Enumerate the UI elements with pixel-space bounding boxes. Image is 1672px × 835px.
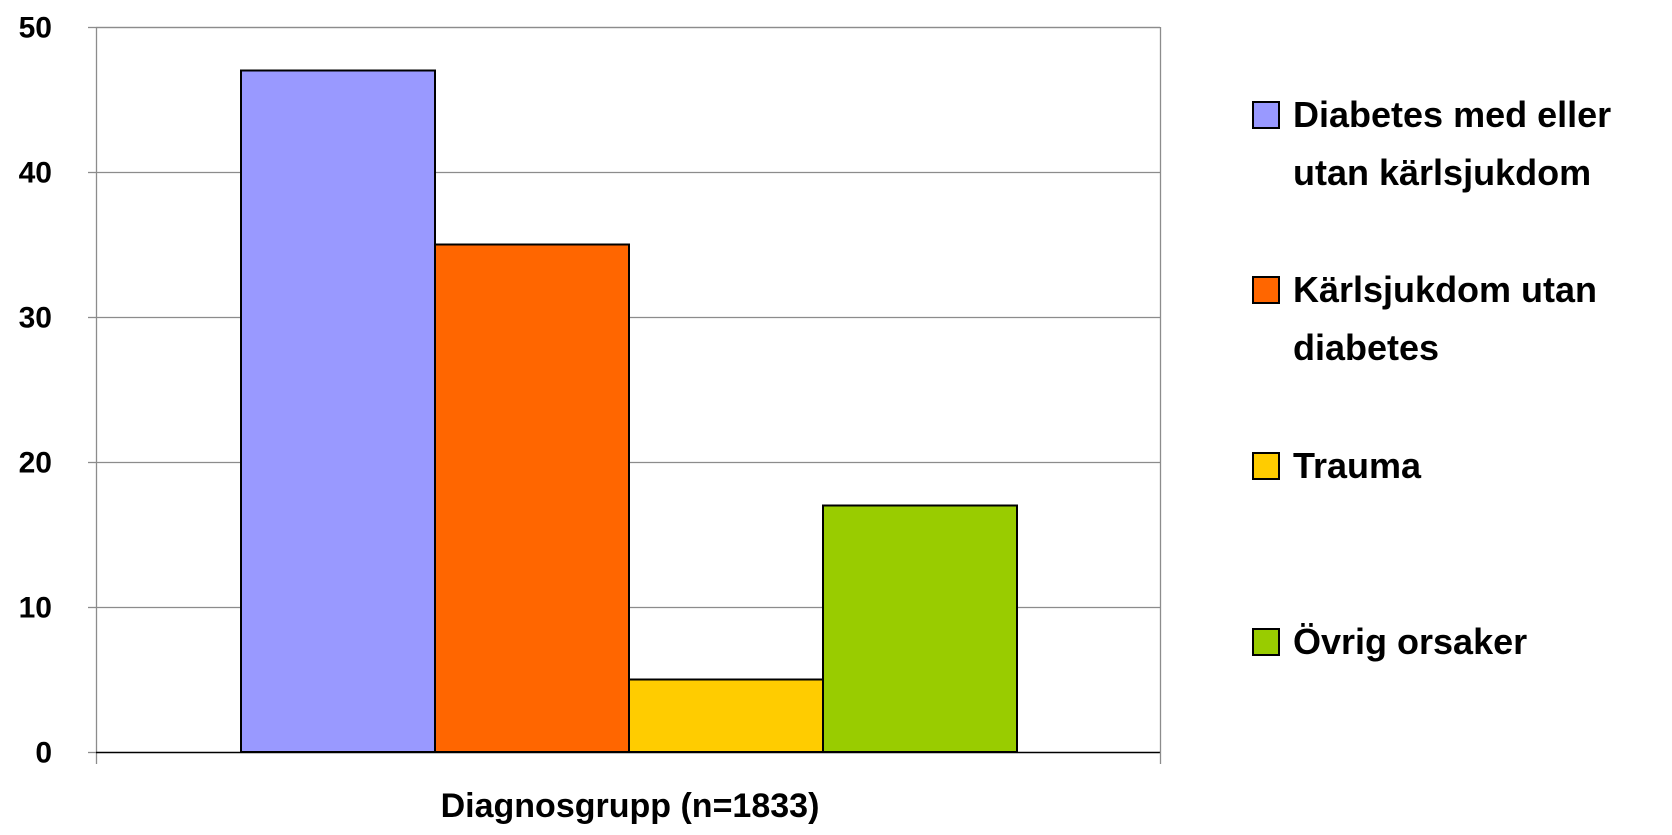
y-tick-label: 50 xyxy=(19,12,52,45)
y-tick-label: 40 xyxy=(19,157,52,190)
legend: Diabetes med eller utan kärlsjukdom Kärlsj… xyxy=(1252,94,1611,662)
y-tick-label: 0 xyxy=(35,737,52,770)
legend-swatch xyxy=(1252,276,1280,304)
bar xyxy=(822,504,1018,753)
y-tick-label: 30 xyxy=(19,302,52,335)
y-tick-label: 20 xyxy=(19,447,52,480)
legend-label-line: Trauma xyxy=(1293,445,1422,486)
bars xyxy=(240,69,1018,753)
legend-label-line: diabetes xyxy=(1293,327,1439,368)
legend-label-line: Övrig orsaker xyxy=(1293,621,1527,662)
legend-label-line: Diabetes med eller xyxy=(1293,94,1611,135)
bar xyxy=(628,678,824,753)
legend-label: Trauma xyxy=(1293,445,1422,486)
y-tick-labels: 0 10 20 30 40 50 xyxy=(19,12,52,770)
axes xyxy=(88,26,1162,764)
y-tick-label: 10 xyxy=(19,592,52,625)
bar xyxy=(434,243,630,753)
legend-swatch xyxy=(1252,101,1280,129)
bar xyxy=(240,69,436,753)
legend-swatch xyxy=(1252,452,1280,480)
legend-label: Övrig orsaker xyxy=(1293,621,1527,662)
x-axis-label: Diagnosgrupp (n=1833) xyxy=(441,787,820,825)
legend-swatch xyxy=(1252,628,1280,656)
legend-label: Diabetes med eller utan kärlsjukdom xyxy=(1293,94,1611,193)
legend-label: Kärlsjukdom utan diabetes xyxy=(1293,269,1597,368)
legend-label-line: utan kärlsjukdom xyxy=(1293,152,1591,193)
legend-label-line: Kärlsjukdom utan xyxy=(1293,269,1597,310)
